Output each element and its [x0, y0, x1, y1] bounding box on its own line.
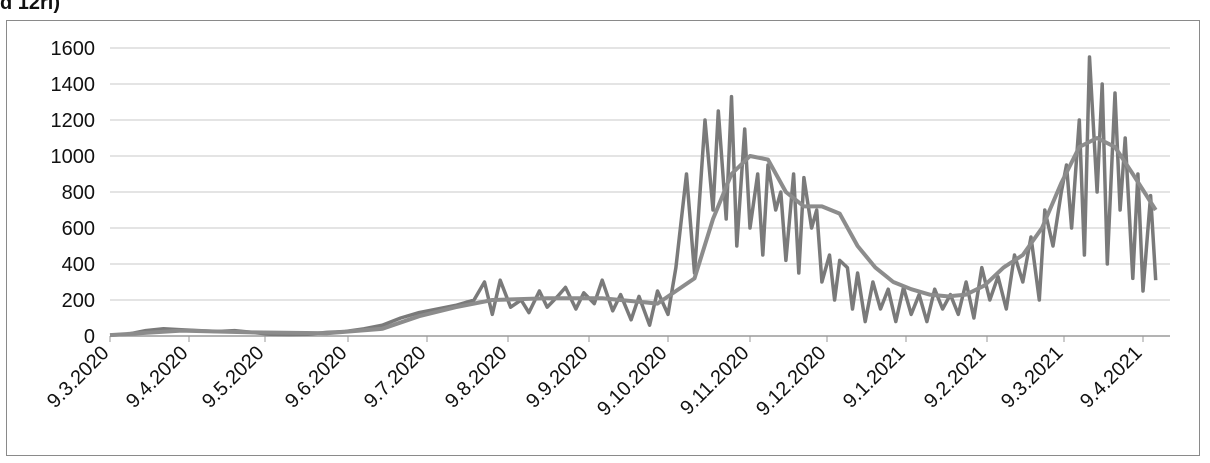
x-tick-label: 9.3.2020 — [43, 342, 114, 413]
y-tick-label: 200 — [62, 290, 95, 312]
x-axis: 9.3.2020 9.4.2020 9.5.2020 9.6.2020 9.7.2020… — [43, 336, 1147, 420]
y-tick-label: 1400 — [51, 74, 96, 96]
x-tick-label: 9.3.2021 — [997, 342, 1068, 413]
x-tick-label: 9.10.2020 — [593, 342, 671, 420]
y-tick-label: 600 — [62, 218, 95, 240]
series-layer — [109, 55, 1158, 338]
x-tick-label: 9.4.2021 — [1076, 342, 1147, 413]
clipped-heading: d 12ri) — [0, 0, 61, 14]
x-tick-label: 9.7.2020 — [360, 342, 431, 413]
x-tick-label: 9.8.2020 — [441, 342, 512, 413]
x-tick-label: 9.12.2020 — [752, 342, 830, 420]
average-series-line — [109, 136, 1158, 338]
x-tick-label: 9.2.2021 — [920, 342, 991, 413]
y-tick-label: 1000 — [51, 146, 96, 168]
chart-frame — [6, 20, 1200, 456]
x-tick-label: 9.5.2020 — [198, 342, 269, 413]
y-axis: 0 200 400 600 800 1000 1200 1400 1600 — [51, 38, 96, 348]
x-tick-label: 9.4.2020 — [122, 342, 193, 413]
y-tick-label: 1600 — [51, 38, 96, 60]
x-tick-label: 9.6.2020 — [281, 342, 352, 413]
daily-series-line — [109, 55, 1158, 337]
y-tick-label: 800 — [62, 182, 95, 204]
y-tick-label: 0 — [84, 326, 95, 348]
x-tick-label: 9.11.2020 — [676, 342, 753, 419]
gridlines — [110, 47, 1170, 337]
y-tick-label: 1200 — [51, 110, 96, 132]
x-tick-label: 9.9.2020 — [522, 342, 593, 413]
y-tick-label: 400 — [62, 254, 95, 276]
x-tick-label: 9.1.2021 — [839, 342, 910, 413]
